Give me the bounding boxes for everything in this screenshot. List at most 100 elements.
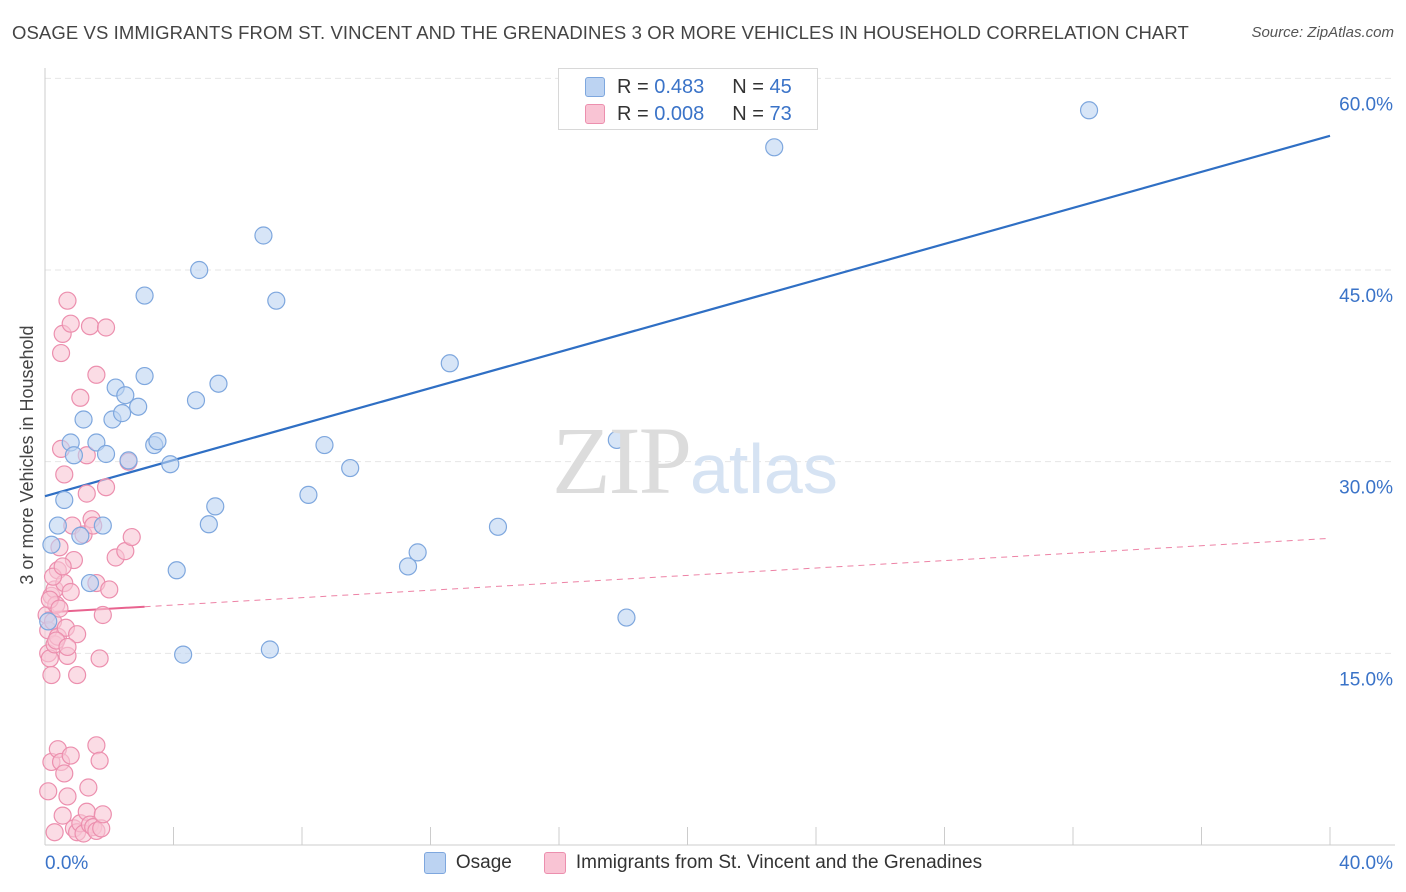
- osage-point: [112, 404, 132, 423]
- osage-trend-line: [44, 134, 1331, 498]
- osage-point: [39, 612, 58, 631]
- immigrants-point: [58, 291, 77, 310]
- osage-point: [607, 430, 626, 450]
- immigrants-point: [68, 625, 87, 644]
- immigrants-point: [58, 787, 77, 806]
- immigrants-point: [42, 665, 61, 685]
- osage-point: [199, 515, 218, 534]
- y-axis-label: 3 or more Vehicles in Household: [17, 325, 37, 584]
- osage-point: [71, 526, 90, 545]
- osage-point: [398, 557, 418, 576]
- osage-point: [488, 517, 508, 536]
- immigrants-point: [53, 806, 72, 825]
- axes: [44, 68, 1395, 846]
- immigrants-point: [87, 736, 106, 755]
- immigrants-point: [90, 751, 109, 770]
- osage-point: [148, 432, 167, 451]
- osage-point: [42, 535, 61, 554]
- legend-item-osage[interactable]: Osage: [423, 852, 512, 874]
- watermark-zip: ZIP: [552, 407, 692, 514]
- immigrants-point: [96, 478, 116, 497]
- immigrants-point: [77, 484, 96, 503]
- osage-point: [186, 391, 206, 410]
- osage-point: [80, 573, 100, 593]
- immigrants-swatch: [585, 104, 605, 124]
- y-tick-label: 30.0%: [1339, 478, 1393, 499]
- chart-title: OSAGE VS IMMIGRANTS FROM ST. VINCENT AND…: [12, 22, 1189, 43]
- series-legend: Osage Immigrants from St. Vincent and th…: [0, 852, 1406, 874]
- immigrants-trend-line-dashed: [144, 537, 1331, 608]
- immigrants-point: [96, 318, 116, 337]
- osage-point: [299, 485, 318, 504]
- osage-legend-swatch: [423, 852, 446, 874]
- immigrants-point: [122, 527, 141, 547]
- osage-point: [1079, 101, 1099, 120]
- immigrants-point: [71, 388, 90, 407]
- osage-point: [174, 645, 193, 664]
- immigrants-point: [93, 605, 112, 625]
- osage-point: [55, 490, 74, 510]
- immigrants-point: [58, 637, 77, 657]
- osage-point: [617, 608, 636, 627]
- trend-lines: [44, 134, 1331, 614]
- osage-point: [440, 354, 459, 373]
- osage-point: [206, 497, 225, 516]
- osage-swatch: [585, 77, 605, 97]
- immigrants-point: [55, 764, 74, 783]
- immigrants-point: [61, 314, 80, 333]
- immigrants-point: [53, 557, 72, 576]
- y-tick-label: 60.0%: [1339, 94, 1393, 115]
- osage-point: [64, 446, 84, 465]
- y-tick-label: 45.0%: [1339, 286, 1393, 307]
- immigrants-point: [50, 599, 69, 618]
- immigrants-point: [55, 465, 74, 484]
- immigrants-point: [61, 582, 80, 602]
- legend-label-immigrants: Immigrants from St. Vincent and the Gren…: [575, 852, 983, 873]
- osage-point: [209, 374, 228, 393]
- immigrants-point: [39, 782, 58, 801]
- osage-point: [408, 543, 427, 562]
- osage-point: [190, 260, 209, 280]
- legend-label-osage: Osage: [455, 852, 512, 873]
- r-label: R =: [617, 75, 655, 98]
- stats-row-immigrants: R = 0.008 N = 73: [585, 102, 792, 126]
- data-points: [37, 82, 1099, 843]
- osage-point: [315, 435, 334, 455]
- n-value: 45: [769, 75, 792, 98]
- r-label: R =: [617, 102, 655, 125]
- watermark: ZIPatlas: [552, 405, 838, 516]
- immigrants-point: [51, 343, 71, 363]
- osage-point: [116, 386, 135, 405]
- osage-point: [96, 444, 116, 464]
- n-label: N =: [732, 102, 770, 125]
- x-tick-label: 0.0%: [45, 853, 88, 874]
- immigrants-point: [79, 778, 98, 797]
- immigrants-point: [68, 665, 87, 685]
- osage-point: [260, 640, 279, 659]
- immigrants-point: [90, 649, 109, 668]
- immigrants-point: [100, 580, 119, 599]
- osage-point: [48, 516, 67, 535]
- immigrants-point: [80, 317, 100, 336]
- source-label: Source: ZipAtlas.com: [1251, 24, 1394, 41]
- watermark-atlas: atlas: [690, 430, 838, 508]
- osage-point: [129, 397, 148, 416]
- x-tick-label: 40.0%: [1339, 853, 1393, 874]
- r-value: 0.008: [654, 102, 705, 125]
- legend-item-immigrants[interactable]: Immigrants from St. Vincent and the Gren…: [543, 852, 983, 874]
- r-value: 0.483: [654, 75, 705, 98]
- osage-point: [135, 286, 154, 305]
- n-label: N =: [732, 75, 770, 98]
- osage-point: [93, 516, 112, 535]
- y-tick-label: 15.0%: [1339, 669, 1393, 690]
- osage-point: [765, 138, 784, 157]
- tick-labels: 15.0% 30.0% 45.0% 60.0% 0.0% 40.0%: [45, 94, 1393, 874]
- osage-point: [161, 455, 180, 474]
- immigrants-legend-swatch: [543, 852, 566, 874]
- stats-row-osage: R = 0.483 N = 45: [585, 75, 792, 99]
- osage-point: [267, 291, 286, 310]
- n-value: 73: [769, 102, 792, 125]
- immigrants-point: [93, 805, 112, 824]
- immigrants-point: [87, 365, 106, 384]
